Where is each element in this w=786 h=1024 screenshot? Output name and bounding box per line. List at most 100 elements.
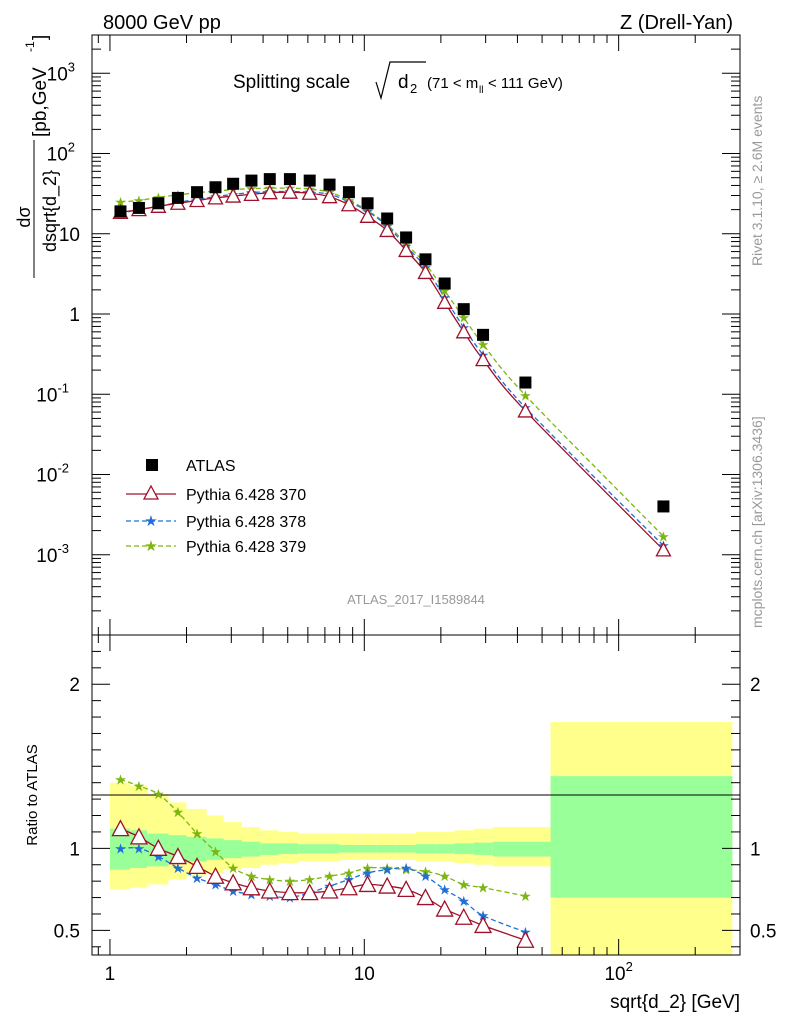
data-point-star: ★ — [477, 337, 490, 353]
ratio-band-green — [415, 844, 436, 854]
ratio-band-green — [278, 843, 299, 855]
data-point-star: ★ — [303, 873, 316, 889]
data-point-star: ★ — [209, 845, 222, 861]
data-point-370 — [111, 819, 130, 837]
data-point-star: ★ — [284, 874, 297, 890]
x-tick-label: 1 — [105, 964, 116, 985]
data-point-370 — [281, 183, 299, 199]
data-point-atlas — [477, 328, 490, 341]
ratio-band-green — [206, 838, 224, 860]
legend-marker-370 — [142, 484, 160, 500]
data-point-370 — [188, 192, 206, 208]
main-ticks — [92, 34, 741, 636]
main-ytick-base: 10 — [47, 145, 68, 166]
ratio-band-green — [492, 841, 551, 857]
ratio-band-green — [550, 776, 733, 898]
data-point-atlas — [245, 174, 258, 187]
data-point-370 — [359, 207, 376, 223]
ratio-band-green — [186, 836, 207, 862]
data-point-star: ★ — [381, 863, 394, 879]
data-point-370 — [436, 293, 453, 309]
legend-label-370: Pythia 6.428 370 — [186, 487, 306, 504]
title-range-sub: ll — [479, 85, 483, 96]
header-left: 8000 GeV pp — [103, 12, 221, 34]
legend: ATLAS Pythia 6.428 370 ★ Pythia 6.428 37… — [126, 458, 306, 556]
data-point-star: ★ — [457, 877, 470, 893]
ratio-ytick-label: 0.5 — [54, 921, 80, 942]
watermark: ATLAS_2017_I1589844 — [347, 592, 485, 607]
data-point-atlas — [457, 303, 470, 316]
data-point-370 — [473, 916, 493, 934]
ratio-band-green — [298, 844, 321, 854]
legend-marker-atlas — [146, 459, 158, 471]
data-point-370 — [168, 847, 187, 865]
data-point-370 — [224, 873, 243, 891]
legend-label-378: Pythia 6.428 378 — [186, 514, 306, 531]
ratio-series-layer: ★★★★★★★★★★★★★★★★★★★★★★★★★★★★★★★★★★★★★★★★… — [111, 772, 535, 948]
ratio-ytick-labels: 0.5 0.5 1 1 2 2 — [54, 675, 777, 942]
title-sub: 2 — [410, 81, 417, 96]
data-point-atlas — [303, 174, 316, 187]
data-point-star: ★ — [191, 871, 204, 887]
data-point-atlas — [209, 181, 222, 194]
main-ytick-exp: 2 — [68, 140, 75, 155]
ratio-ytick-label-right: 0.5 — [750, 921, 776, 942]
ratio-ytick-label: 1 — [69, 839, 80, 860]
data-point-star: ★ — [172, 805, 185, 821]
main-ytick-label: 10-1 — [36, 380, 69, 406]
data-point-370 — [242, 878, 261, 896]
main-ytick-exp: -3 — [57, 541, 69, 556]
title-range-pre: (71 < m — [427, 75, 478, 92]
main-ytick-label: 1 — [69, 305, 80, 326]
data-point-370 — [301, 184, 318, 200]
data-point-atlas — [519, 376, 532, 389]
main-line-3 — [120, 187, 664, 537]
x-tick-labels: 1 10 102 — [105, 959, 633, 985]
data-point-370 — [358, 875, 377, 893]
data-point-star: ★ — [114, 841, 127, 857]
data-point-370 — [340, 196, 358, 212]
main-ytick-label: 10-2 — [36, 461, 69, 487]
x-tick-base: 1 — [105, 964, 116, 985]
ratio-frame — [91, 634, 741, 956]
data-point-star: ★ — [419, 869, 432, 885]
data-point-atlas — [114, 205, 127, 218]
ratio-band-green — [260, 843, 279, 855]
main-ytick-label: 103 — [47, 59, 75, 85]
data-point-370 — [206, 866, 225, 884]
x-tick-base: 10 — [354, 964, 375, 985]
data-point-370 — [225, 187, 242, 203]
ratio-band-green — [376, 845, 397, 853]
ylabel-units-exp: -1 — [23, 41, 37, 52]
data-point-370 — [339, 878, 358, 896]
data-point-star: ★ — [114, 772, 127, 788]
title-main: Splitting scale — [233, 72, 350, 93]
data-point-atlas — [400, 231, 413, 244]
data-point-atlas — [419, 253, 432, 266]
main-series-layer: ★★★★★★★★★★★★★★★★★★★★★★★★★★★★★★★★★★★★★★★★… — [112, 173, 672, 557]
data-point-370 — [187, 857, 207, 875]
data-point-star: ★ — [245, 869, 258, 885]
data-point-370 — [280, 883, 300, 901]
ylabel-num: dσ — [14, 206, 34, 227]
x-tick-base: 10 — [604, 964, 625, 985]
data-point-star: ★ — [381, 861, 394, 877]
data-point-370 — [300, 883, 319, 901]
main-ytick-exp: -1 — [57, 380, 69, 395]
data-point-370 — [320, 881, 339, 899]
data-point-atlas — [438, 277, 451, 290]
main-ytick-exp: 3 — [68, 59, 75, 74]
main-ytick-base: 10 — [36, 546, 57, 567]
data-point-370 — [454, 907, 473, 925]
data-point-370 — [455, 323, 472, 339]
data-point-atlas — [171, 191, 184, 204]
ratio-ytick-label: 2 — [69, 675, 80, 696]
main-ytick-label: 10-3 — [36, 541, 69, 567]
ylabel-den: dsqrt{d_2} — [40, 170, 61, 252]
data-point-star: ★ — [133, 841, 146, 857]
data-point-star: ★ — [361, 861, 374, 877]
data-point-370 — [517, 402, 534, 418]
ratio-ytick-label-right: 1 — [750, 839, 761, 860]
main-ytick-base: 10 — [36, 385, 57, 406]
data-point-atlas — [323, 178, 336, 191]
